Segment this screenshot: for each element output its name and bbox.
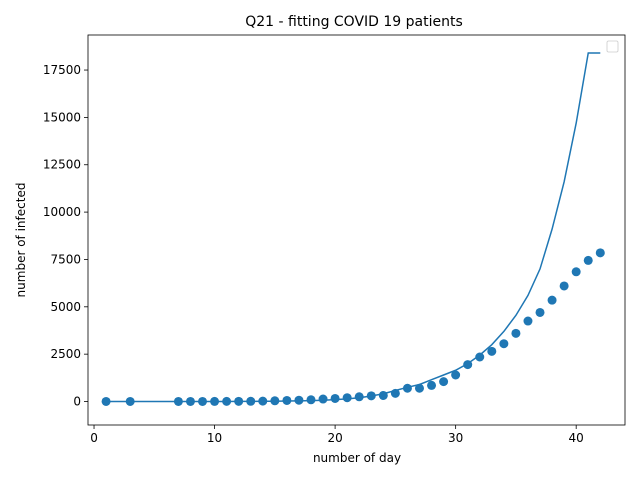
y-tick-label: 7500 xyxy=(50,252,81,266)
data-point xyxy=(463,360,473,370)
y-tick-label: 12500 xyxy=(43,158,81,172)
data-point xyxy=(185,396,195,406)
data-point xyxy=(366,391,376,401)
data-point xyxy=(487,346,497,356)
data-point xyxy=(559,281,569,291)
y-axis-label: number of infected xyxy=(14,183,28,298)
data-point xyxy=(583,255,593,265)
data-point xyxy=(318,394,328,404)
y-tick-label: 2500 xyxy=(50,347,81,361)
data-point xyxy=(101,396,111,406)
data-point xyxy=(354,392,364,402)
data-point xyxy=(451,370,461,380)
x-tick-label: 40 xyxy=(569,431,584,445)
data-point xyxy=(198,396,208,406)
data-point xyxy=(390,388,400,398)
x-tick-label: 30 xyxy=(448,431,463,445)
data-point xyxy=(234,396,244,406)
data-point xyxy=(282,395,292,405)
data-point xyxy=(306,395,316,405)
data-point xyxy=(125,396,135,406)
x-axis-label: number of day xyxy=(313,451,401,465)
data-point xyxy=(523,316,533,326)
data-point xyxy=(270,396,280,406)
data-point xyxy=(511,328,521,338)
data-point xyxy=(439,377,449,387)
y-tick-label: 5000 xyxy=(50,300,81,314)
data-point xyxy=(547,295,557,305)
data-point xyxy=(378,390,388,400)
y-tick-label: 10000 xyxy=(43,205,81,219)
data-point xyxy=(571,267,581,277)
data-point xyxy=(210,396,220,406)
data-point xyxy=(246,396,256,406)
x-tick-label: 0 xyxy=(90,431,98,445)
legend-box xyxy=(606,40,619,53)
plot-area: 0 10 20 30 40 0 2500 5000 7500 10000 12500 15000 175… xyxy=(43,34,626,445)
y-tick-label: 17500 xyxy=(43,63,81,77)
x-tick-label: 20 xyxy=(327,431,342,445)
data-point xyxy=(330,393,340,403)
data-point xyxy=(342,393,352,403)
data-point xyxy=(414,383,424,393)
data-point xyxy=(427,380,437,390)
chart-title: Q21 - fitting COVID 19 patients xyxy=(245,14,463,30)
data-point xyxy=(499,339,509,349)
data-point xyxy=(222,396,232,406)
data-point xyxy=(535,307,545,317)
axes-frame xyxy=(87,34,626,426)
x-tick-label: 10 xyxy=(207,431,222,445)
data-point xyxy=(258,396,268,406)
data-point xyxy=(475,352,485,362)
y-tick-label: 15000 xyxy=(43,110,81,124)
data-point xyxy=(294,395,304,405)
data-point xyxy=(173,396,183,406)
data-point xyxy=(595,248,605,258)
y-tick-label: 0 xyxy=(73,395,81,409)
data-point xyxy=(402,383,412,393)
